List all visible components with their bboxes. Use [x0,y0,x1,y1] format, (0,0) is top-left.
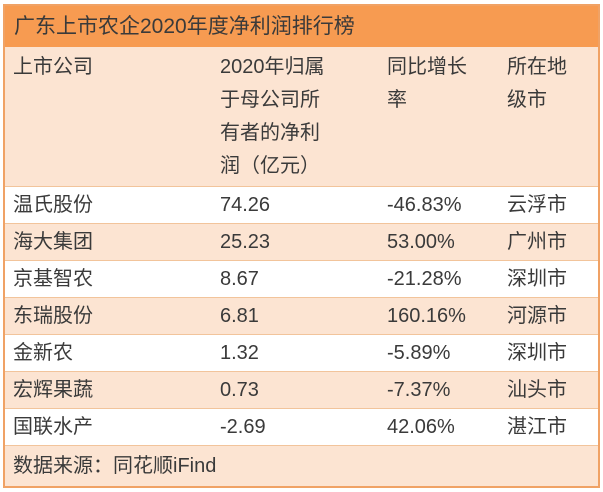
city-cell: 湛江市 [507,416,567,438]
table-row: 金新农 1.32 -5.89% 深圳市 [5,334,598,371]
company-cell: 东瑞股份 [13,305,93,327]
profit-cell: 25.23 [220,231,271,253]
header-net-profit: 2020年归属于母公司所有者的净利润（亿元） [220,51,387,183]
header-city-label: 所在地级市 [507,56,567,111]
yoy-cell: 160.16% [387,305,466,327]
table-row: 海大集团 25.23 53.00% 广州市 [5,223,598,260]
company-cell: 温氏股份 [13,194,93,216]
table-row: 京基智农 8.67 -21.28% 深圳市 [5,260,598,297]
yoy-cell: -7.37% [387,379,451,401]
table-row: 宏辉果蔬 0.73 -7.37% 汕头市 [5,371,598,408]
table-row: 温氏股份 74.26 -46.83% 云浮市 [5,186,598,223]
yoy-cell: 53.00% [387,231,455,253]
table-header-row: 上市公司 2020年归属于母公司所有者的净利润（亿元） 同比增长率 所在地级市 [5,47,598,186]
company-cell: 金新农 [13,342,73,364]
profit-cell: 8.67 [220,268,259,290]
city-cell: 云浮市 [507,194,567,216]
header-net-profit-label: 2020年归属于母公司所有者的净利润（亿元） [220,56,325,177]
header-yoy-growth-label: 同比增长率 [387,56,467,111]
table-title: 广东上市农企2020年度净利润排行榜 [5,6,598,47]
header-company-label: 上市公司 [13,56,93,78]
profit-cell: 1.32 [220,342,259,364]
profit-ranking-table: 广东上市农企2020年度净利润排行榜 上市公司 2020年归属于母公司所有者的净… [3,4,600,488]
profit-cell: -2.69 [220,416,266,438]
table-row: 东瑞股份 6.81 160.16% 河源市 [5,297,598,334]
yoy-cell: -46.83% [387,194,462,216]
header-company: 上市公司 [5,51,220,183]
company-cell: 宏辉果蔬 [13,379,93,401]
data-source: 数据来源：同花顺iFind [5,445,598,486]
profit-cell: 74.26 [220,194,271,216]
city-cell: 深圳市 [507,342,567,364]
company-cell: 京基智农 [13,268,93,290]
company-cell: 海大集团 [13,231,93,253]
table-row: 国联水产 -2.69 42.06% 湛江市 [5,408,598,445]
profit-cell: 0.73 [220,379,259,401]
city-cell: 河源市 [507,305,567,327]
company-cell: 国联水产 [13,416,93,438]
city-cell: 汕头市 [507,379,567,401]
city-cell: 深圳市 [507,268,567,290]
yoy-cell: -21.28% [387,268,462,290]
header-city: 所在地级市 [507,51,598,183]
yoy-cell: 42.06% [387,416,455,438]
profit-cell: 6.81 [220,305,259,327]
city-cell: 广州市 [507,231,567,253]
header-yoy-growth: 同比增长率 [387,51,507,183]
yoy-cell: -5.89% [387,342,451,364]
